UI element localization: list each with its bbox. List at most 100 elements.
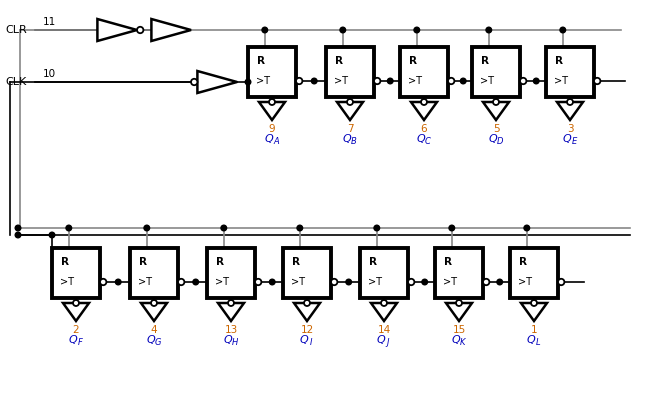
Text: K: K (460, 338, 466, 347)
Text: >T: >T (334, 76, 348, 86)
Text: Q: Q (69, 335, 78, 345)
Text: H: H (232, 338, 238, 347)
Circle shape (66, 225, 72, 231)
Text: R: R (140, 257, 148, 267)
Polygon shape (557, 102, 583, 120)
Polygon shape (259, 102, 285, 120)
Text: 5: 5 (492, 124, 499, 134)
Text: L: L (536, 338, 540, 347)
Circle shape (533, 78, 539, 84)
Text: >T: >T (215, 277, 229, 287)
Circle shape (374, 225, 380, 231)
Bar (207, 248, 255, 298)
Text: Q: Q (147, 335, 155, 345)
Text: Q: Q (343, 134, 351, 144)
Circle shape (531, 300, 537, 306)
Text: G: G (155, 338, 161, 347)
Circle shape (193, 279, 199, 285)
Polygon shape (218, 303, 244, 321)
Bar (248, 47, 296, 97)
Text: R: R (335, 56, 344, 66)
Text: 15: 15 (452, 325, 466, 335)
Text: A: A (273, 137, 279, 146)
Text: R: R (410, 56, 417, 66)
Text: R: R (258, 56, 265, 66)
Circle shape (178, 279, 184, 285)
Text: 7: 7 (347, 124, 353, 134)
Text: F: F (78, 338, 82, 347)
Circle shape (497, 279, 503, 285)
Text: Q: Q (300, 335, 309, 345)
Circle shape (422, 279, 428, 285)
Circle shape (221, 225, 226, 231)
Text: B: B (351, 137, 357, 146)
Bar (546, 47, 594, 97)
Text: 12: 12 (300, 325, 314, 335)
Circle shape (414, 27, 420, 33)
Polygon shape (98, 19, 137, 41)
Text: Q: Q (224, 335, 232, 345)
Polygon shape (337, 102, 363, 120)
Text: E: E (571, 137, 576, 146)
Circle shape (486, 27, 492, 33)
Circle shape (144, 225, 149, 231)
Circle shape (73, 300, 79, 306)
Circle shape (115, 279, 121, 285)
Text: >T: >T (443, 277, 457, 287)
Circle shape (456, 300, 462, 306)
Text: 14: 14 (377, 325, 391, 335)
Circle shape (255, 279, 261, 285)
Circle shape (296, 78, 302, 84)
Circle shape (461, 78, 466, 84)
Text: R: R (555, 56, 564, 66)
Circle shape (331, 279, 337, 285)
Circle shape (347, 99, 353, 105)
Polygon shape (151, 19, 191, 41)
Text: D: D (497, 137, 503, 146)
Text: 3: 3 (567, 124, 573, 134)
Circle shape (408, 279, 414, 285)
Circle shape (304, 300, 310, 306)
Circle shape (560, 27, 565, 33)
Circle shape (558, 279, 564, 285)
Polygon shape (197, 71, 237, 93)
Text: R: R (481, 56, 489, 66)
Circle shape (567, 99, 573, 105)
Circle shape (388, 78, 393, 84)
Text: >T: >T (138, 277, 152, 287)
Circle shape (421, 99, 427, 105)
Circle shape (340, 27, 345, 33)
Text: R: R (217, 257, 225, 267)
Text: 13: 13 (225, 325, 237, 335)
Text: >T: >T (518, 277, 532, 287)
Text: C: C (425, 137, 431, 146)
Text: Q: Q (377, 335, 386, 345)
Text: Q: Q (563, 134, 571, 144)
Text: R: R (292, 257, 300, 267)
Text: Q: Q (265, 134, 274, 144)
Circle shape (297, 225, 303, 231)
Circle shape (449, 225, 455, 231)
Text: >T: >T (408, 76, 422, 86)
Text: R: R (61, 257, 69, 267)
Text: 6: 6 (421, 124, 427, 134)
Circle shape (374, 78, 380, 84)
Polygon shape (141, 303, 167, 321)
Text: >T: >T (60, 277, 74, 287)
Circle shape (191, 79, 197, 85)
Circle shape (269, 279, 275, 285)
Circle shape (594, 78, 600, 84)
Polygon shape (446, 303, 472, 321)
Text: 9: 9 (269, 124, 276, 134)
Text: CLR: CLR (5, 25, 27, 35)
Bar (326, 47, 374, 97)
Text: >T: >T (291, 277, 305, 287)
Polygon shape (63, 303, 89, 321)
Bar (435, 248, 483, 298)
Text: I: I (310, 338, 313, 347)
Text: Q: Q (527, 335, 535, 345)
Bar (510, 248, 558, 298)
Text: Q: Q (488, 134, 498, 144)
Text: CLK: CLK (5, 77, 27, 87)
Circle shape (483, 279, 489, 285)
